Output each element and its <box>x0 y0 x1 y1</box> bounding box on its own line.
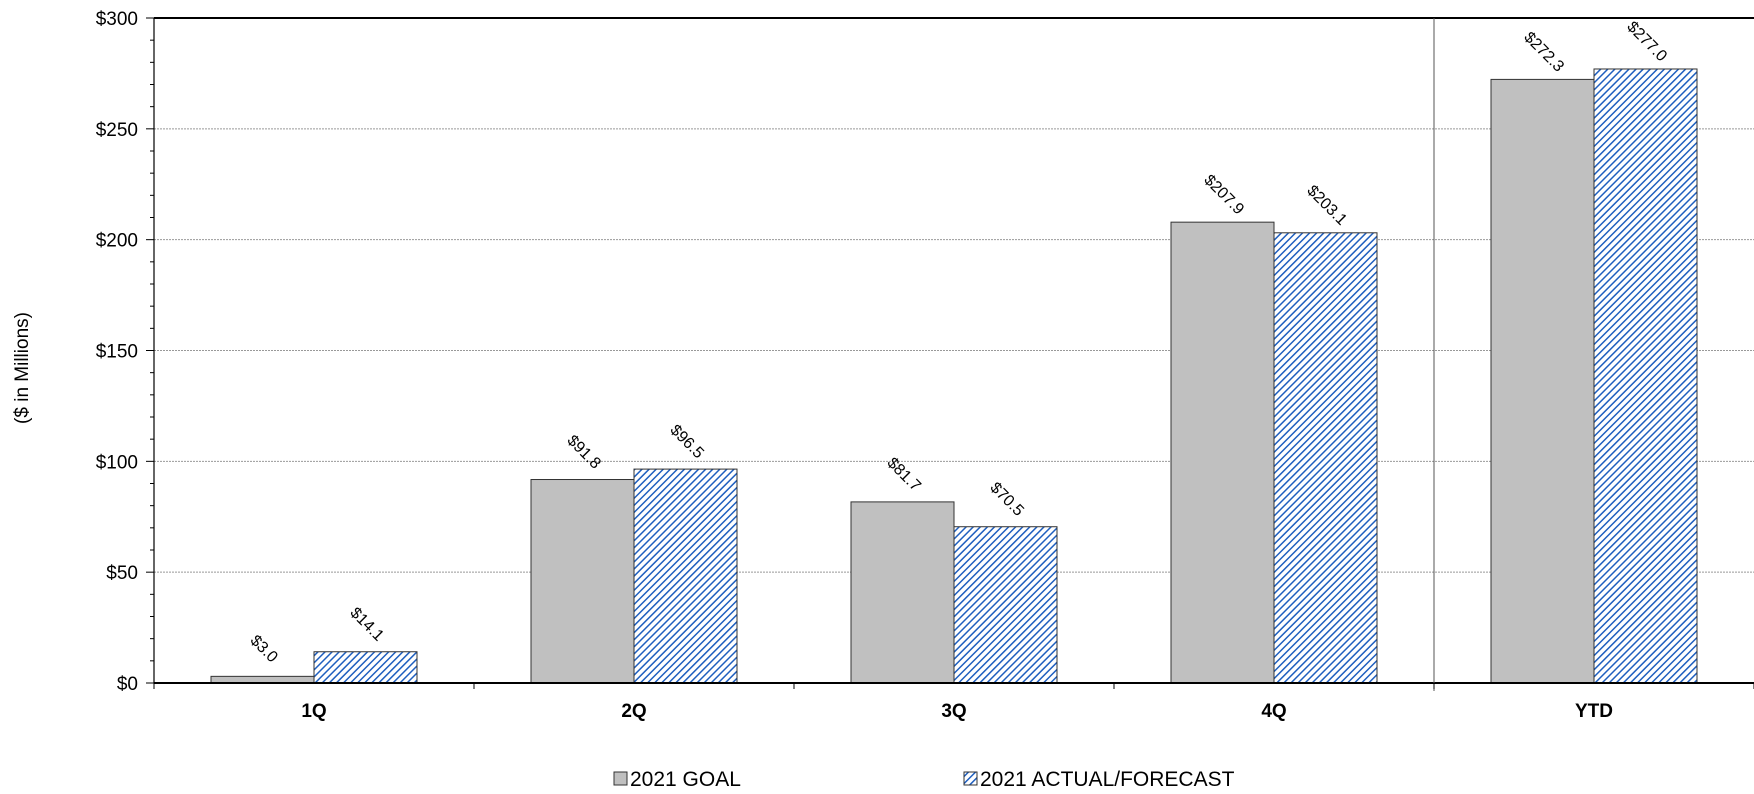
legend-label-goal: 2021 GOAL <box>630 768 741 791</box>
x-category-label: 2Q <box>621 701 646 722</box>
y-tick-label: $300 <box>96 9 138 30</box>
bar-actual <box>633 468 738 684</box>
x-category-label: 4Q <box>1261 701 1286 722</box>
x-category-label: 1Q <box>301 701 326 722</box>
x-category-label: YTD <box>1575 701 1613 722</box>
y-tick-label: $50 <box>106 563 138 584</box>
data-label: $91.8 <box>564 432 604 472</box>
bar-actual <box>1593 68 1698 684</box>
bar-goal <box>1170 221 1275 684</box>
y-tick-label: $150 <box>96 342 138 363</box>
x-category-label: 3Q <box>941 701 966 722</box>
y-tick-label: $0 <box>117 674 138 695</box>
legend-swatch-actual <box>963 771 978 786</box>
y-axis-title: ($ in Millions) <box>12 312 33 424</box>
bar-actual <box>313 651 418 684</box>
y-tick-label: $100 <box>96 452 138 473</box>
axes: $0 $50 $100 $150 $200 $250 $300 1Q 2Q 3Q 4Q YTD <box>96 9 1754 722</box>
bar-goal <box>850 501 955 684</box>
data-label: $272.3 <box>1520 29 1567 76</box>
data-label: $277.0 <box>1623 18 1670 65</box>
data-label: $96.5 <box>667 422 707 462</box>
legend: 2021 GOAL 2021 ACTUAL/FORECAST <box>613 768 1235 791</box>
bar-actual <box>953 526 1058 684</box>
bar-goal <box>1490 78 1595 684</box>
data-label: $203.1 <box>1303 182 1350 229</box>
data-label: $14.1 <box>347 604 387 644</box>
legend-label-actual: 2021 ACTUAL/FORECAST <box>980 768 1235 791</box>
y-tick-label: $200 <box>96 231 138 252</box>
bar-goal <box>530 479 635 684</box>
bar-actual <box>1273 232 1378 684</box>
data-label: $207.9 <box>1200 172 1247 219</box>
data-label: $70.5 <box>987 479 1027 519</box>
bars <box>210 68 1698 684</box>
data-label: $3.0 <box>247 632 281 666</box>
legend-swatch-goal <box>613 771 628 786</box>
y-tick-label: $250 <box>96 120 138 141</box>
data-label: $81.7 <box>884 455 924 495</box>
